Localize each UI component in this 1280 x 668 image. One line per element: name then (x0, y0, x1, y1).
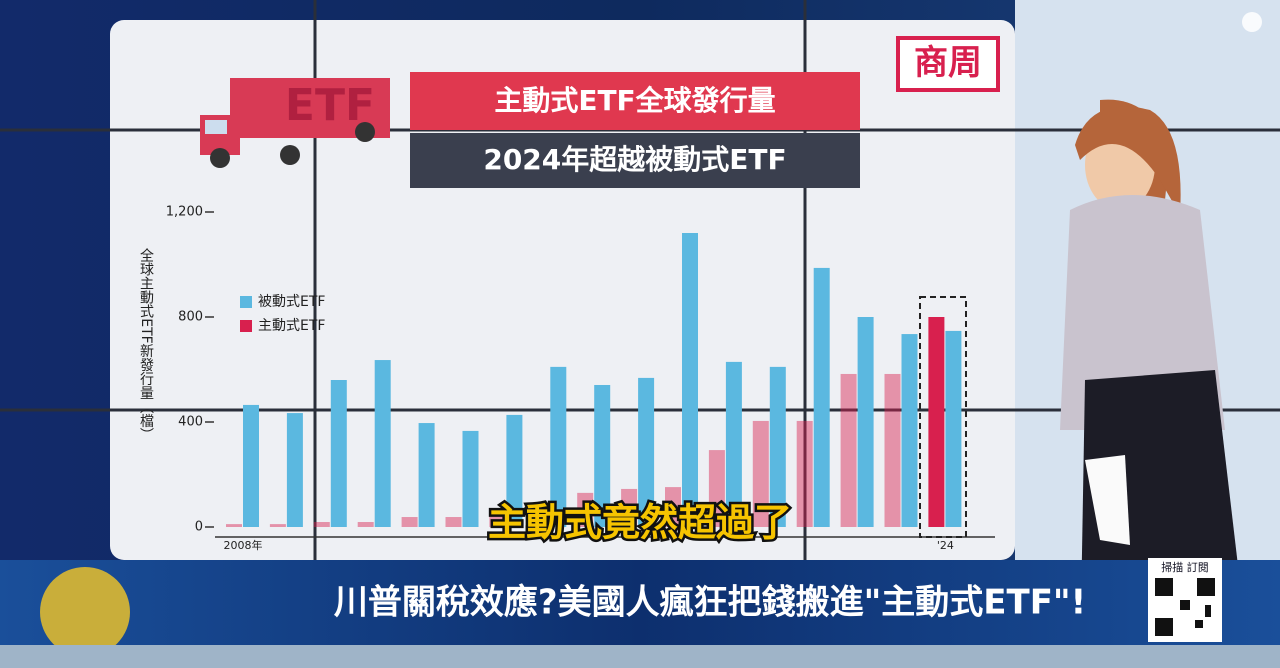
bar (226, 524, 242, 527)
subtitle-box (410, 133, 860, 188)
bar (594, 384, 611, 527)
truck-illustration: ETF (200, 78, 390, 168)
bar (945, 330, 962, 527)
x-tick-label: '24 (937, 539, 954, 552)
bar (884, 373, 901, 527)
bar (928, 317, 945, 527)
bar (506, 414, 523, 527)
caption: 主動式竟然超過了 (488, 501, 792, 545)
chart: 0 400 800 1,200 2008年 '24 被動式ETF 主動式ETF (166, 205, 962, 552)
y-tick-label: 800 (178, 310, 203, 325)
y-tick-label: 400 (178, 415, 203, 430)
bar (638, 377, 655, 527)
banner-text: 川普關稅效應?美國人瘋狂把錢搬進"主動式ETF"! (334, 583, 1086, 623)
info-button[interactable] (1242, 12, 1262, 32)
bar (901, 334, 918, 527)
bar (418, 423, 435, 527)
chart-subtitle: 2024年超越被動式ETF (483, 143, 786, 176)
bar (621, 488, 638, 527)
bar (374, 360, 391, 527)
bar (489, 513, 506, 527)
bar (286, 413, 303, 527)
bar (243, 404, 259, 527)
bar (708, 450, 725, 527)
coin-graphic (40, 567, 130, 657)
bar (682, 233, 698, 527)
bar (725, 361, 742, 527)
bar (796, 420, 813, 527)
logo-box (896, 36, 1000, 92)
bar (269, 524, 286, 527)
bar (401, 517, 418, 527)
bar (577, 492, 594, 527)
legend-label: 被動式ETF (258, 294, 325, 310)
bar (462, 430, 479, 527)
highlight-box (919, 296, 967, 538)
legend-swatch (240, 320, 252, 332)
qr-code (1155, 578, 1215, 636)
bar (857, 317, 874, 527)
x-tick-label: 2008年 (224, 538, 263, 552)
bar (330, 380, 347, 527)
y-axis-label: 全球主動式ETF新發行量（檔） (138, 248, 154, 442)
bar (752, 420, 769, 527)
bar (445, 517, 462, 527)
bar (665, 487, 681, 527)
bar (813, 267, 830, 527)
legend-swatch (240, 296, 252, 308)
logo: 商周 (914, 43, 982, 83)
y-tick-label: 1,200 (166, 205, 203, 220)
bar (313, 522, 330, 527)
title-box (410, 72, 860, 130)
bar (769, 366, 786, 527)
legend-label: 主動式ETF (258, 318, 325, 334)
banner-bar (0, 560, 1280, 645)
chart-title: 主動式ETF全球發行量 (494, 84, 775, 117)
bottom-strip (0, 645, 1280, 668)
y-tick-label: 0 (195, 520, 203, 535)
bar (533, 507, 550, 527)
qr-label: 掃描 訂閱 (1161, 560, 1209, 574)
bar (840, 373, 857, 527)
svg-text:ETF: ETF (285, 80, 375, 131)
bar (550, 366, 567, 527)
bar (357, 522, 374, 527)
